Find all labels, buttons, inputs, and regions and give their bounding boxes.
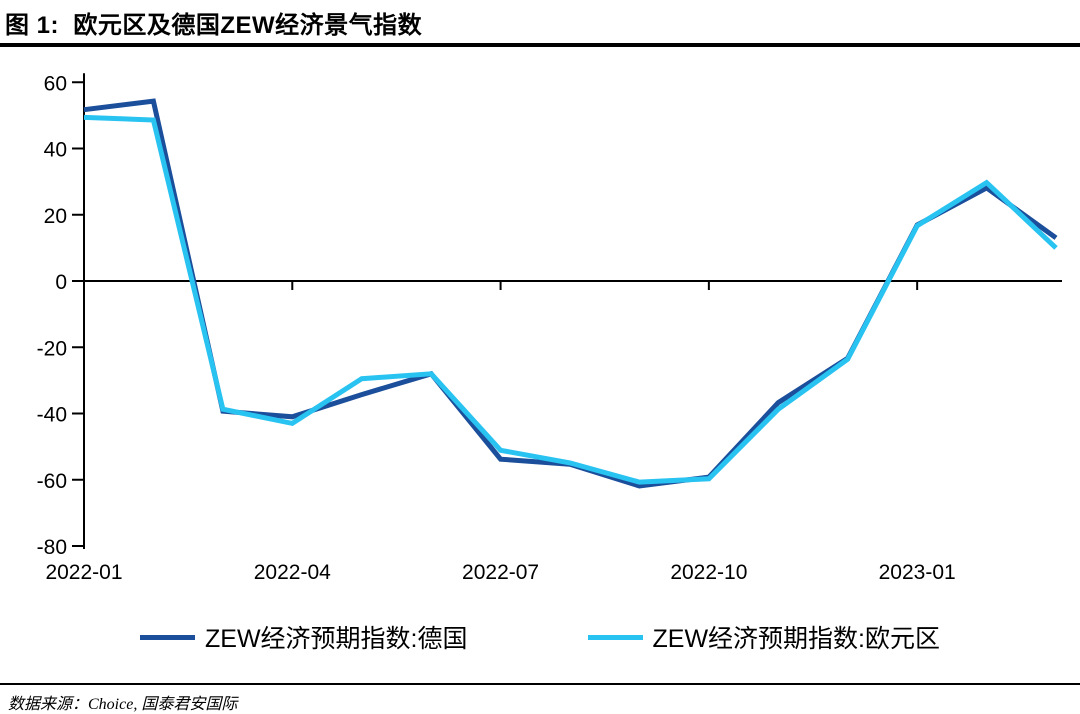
legend-swatch-germany xyxy=(140,634,195,640)
y-tick-label: 0 xyxy=(55,271,67,294)
legend-item-germany[interactable]: ZEW经济预期指数:德国 xyxy=(140,619,468,655)
x-tick-label: 2023-01 xyxy=(879,561,956,584)
chart-area: 60 40 20 0 -20 -40 -60 -80 2022-01 2022-04 2022-07… xyxy=(0,47,1080,587)
x-tick-label: 2022-04 xyxy=(254,561,331,584)
y-tick-label: -80 xyxy=(37,536,67,559)
series-line-1 xyxy=(83,114,1058,485)
y-tick-label: 20 xyxy=(44,205,67,228)
legend-label-germany: ZEW经济预期指数:德国 xyxy=(205,625,468,653)
legend-label-eurozone: ZEW经济预期指数:欧元区 xyxy=(652,625,941,653)
y-tick-label: 60 xyxy=(44,72,67,95)
legend-item-eurozone[interactable]: ZEW经济预期指数:欧元区 xyxy=(587,619,941,655)
x-tick-label: 2022-10 xyxy=(670,561,747,584)
x-tick-label: 2022-07 xyxy=(462,561,539,584)
legend-swatch-eurozone xyxy=(587,634,643,640)
footer-divider xyxy=(0,683,1080,685)
y-tick-label: -40 xyxy=(37,404,67,427)
figure-title: 图 1: 欧元区及德国ZEW经济景气指数 xyxy=(5,12,423,39)
x-tick-label: 2022-01 xyxy=(45,561,122,584)
data-source: 数据来源：Choice, 国泰君安国际 xyxy=(8,696,238,713)
y-tick-label: -20 xyxy=(37,337,67,360)
y-tick-label: -60 xyxy=(37,470,67,493)
legend: ZEW经济预期指数:德国 ZEW经济预期指数:欧元区 xyxy=(0,621,1080,653)
title-underline xyxy=(0,43,1080,47)
series-line-0 xyxy=(83,98,1058,489)
y-tick-label: 40 xyxy=(44,139,67,162)
